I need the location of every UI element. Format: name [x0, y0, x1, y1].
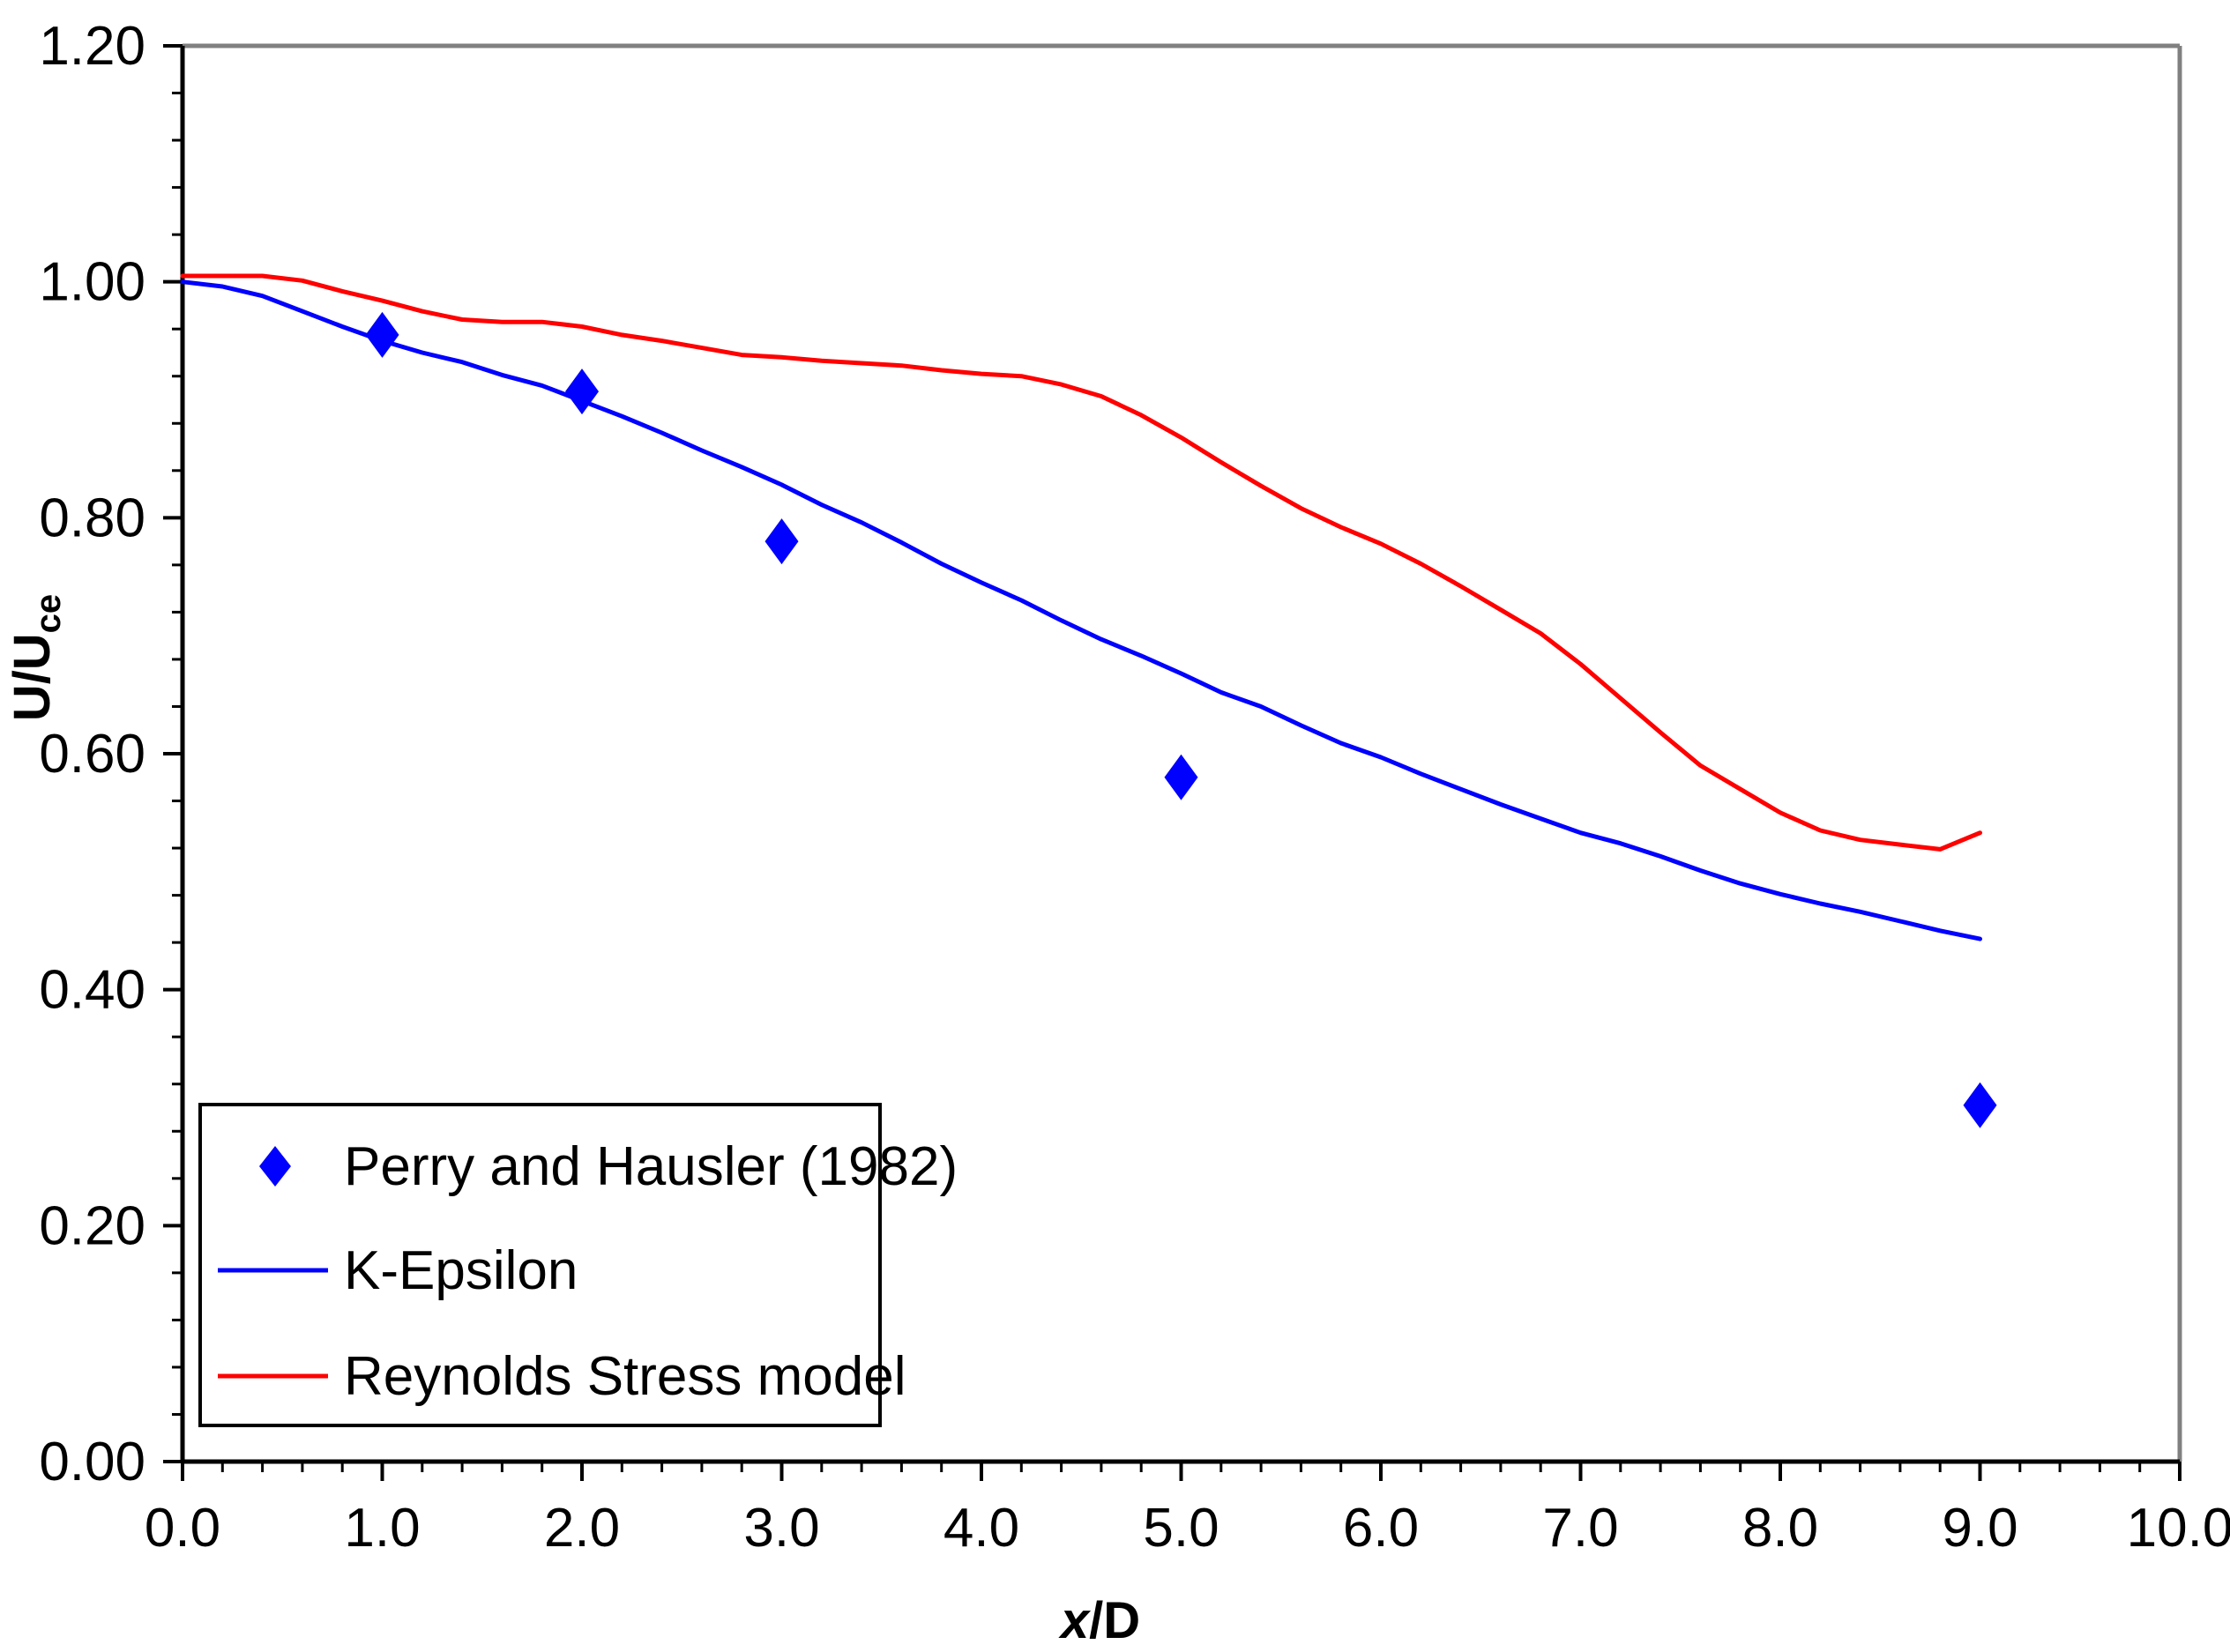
legend-label-reynolds-stress-model: Reynolds Stress model: [344, 1346, 906, 1407]
y-tick-label: 0.00: [39, 1432, 145, 1492]
x-tick-label: 1.0: [344, 1498, 420, 1559]
data-point-perry-and-hausler-1982: [764, 518, 799, 565]
y-tick-label: 0.40: [39, 960, 145, 1021]
y-tick-label: 1.20: [39, 16, 145, 77]
series-line-reynolds-stress-model: [180, 273, 1982, 852]
legend-label-k-epsilon: K-Epsilon: [344, 1240, 578, 1301]
x-tick-label: 6.0: [1343, 1498, 1419, 1559]
y-axis-title-main: U/U: [4, 633, 61, 721]
y-tick-label: 0.20: [39, 1195, 145, 1256]
series-line-k-epsilon: [180, 279, 1982, 941]
x-tick-label: 3.0: [743, 1498, 819, 1559]
x-tick-label: 4.0: [943, 1498, 1019, 1559]
y-tick-label: 0.80: [39, 487, 145, 548]
x-tick-label: 7.0: [1542, 1498, 1618, 1559]
legend-label-perry-and-hausler: Perry and Hausler (1982): [344, 1136, 958, 1197]
y-axis-title-subscript: ce: [29, 594, 68, 634]
x-tick-label: 8.0: [1742, 1498, 1818, 1559]
x-tick-label: 2.0: [544, 1498, 620, 1559]
y-tick-label: 1.00: [39, 252, 145, 313]
x-tick-label: 0.0: [145, 1498, 220, 1559]
data-point-perry-and-hausler-1982: [1164, 754, 1198, 800]
x-axis-title: x/D: [1058, 1592, 1140, 1649]
x-axis-title-rest: /D: [1089, 1592, 1140, 1649]
legend-marker-perry-and-hausler: [259, 1146, 291, 1187]
y-tick-label: 0.60: [39, 724, 145, 785]
x-tick-label: 5.0: [1143, 1498, 1219, 1559]
data-point-perry-and-hausler-1982: [365, 311, 399, 358]
y-axis-title: U/Uce: [4, 594, 68, 721]
x-tick-label: 9.0: [1942, 1498, 2017, 1559]
x-axis-title-italic: x: [1058, 1592, 1092, 1649]
plot-series: [180, 273, 1997, 1128]
x-tick-label: 10.0: [2127, 1498, 2230, 1559]
data-point-perry-and-hausler-1982: [1963, 1082, 1997, 1128]
legend-box: [198, 1103, 882, 1427]
legend: Perry and Hausler (1982) K-Epsilon Reyno…: [198, 1103, 958, 1427]
